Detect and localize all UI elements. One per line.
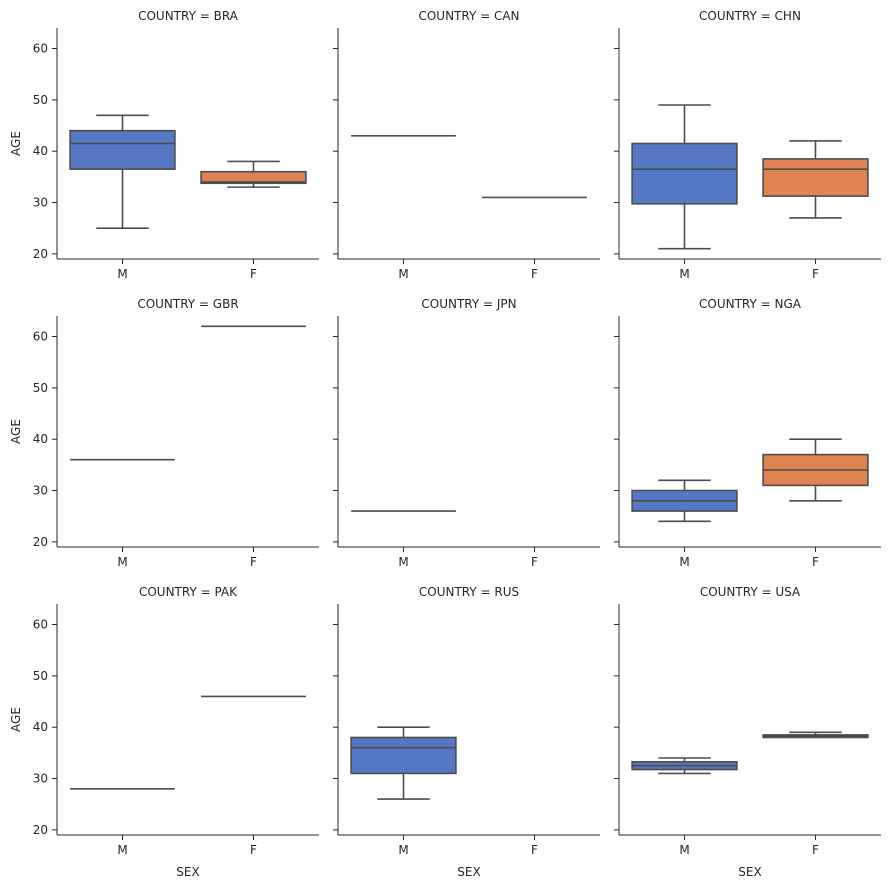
- facet-panel-can: COUNTRY = CAN M F: [333, 9, 600, 281]
- x-tick-label: F: [250, 843, 257, 857]
- y-tick-label: 50: [33, 669, 48, 683]
- x-axis-title: SEX: [176, 865, 199, 879]
- x-axis-title: SEX: [457, 865, 480, 879]
- x-tick-label: F: [531, 843, 538, 857]
- x-tick-label: M: [679, 267, 689, 281]
- y-tick-label: 50: [33, 93, 48, 107]
- x-tick-label: F: [531, 267, 538, 281]
- facet-panel-nga: COUNTRY = NGA M F: [614, 297, 881, 569]
- box-usa-f: [762, 731, 869, 739]
- y-tick-label: 40: [33, 144, 48, 158]
- box-rus-m: [350, 726, 457, 800]
- facet-title: COUNTRY = GBR: [137, 297, 238, 311]
- facet-panel-gbr: COUNTRY = GBR 20 30 40 50 60 M F AGE: [9, 297, 319, 569]
- facet-panel-jpn: COUNTRY = JPN M F: [333, 297, 600, 569]
- y-axis-title: AGE: [9, 419, 23, 444]
- x-tick-label: F: [531, 555, 538, 569]
- y-tick-label: 20: [33, 535, 48, 549]
- facet-panel-rus: COUNTRY = RUS M F SEX: [333, 585, 600, 879]
- y-tick-label: 60: [33, 42, 48, 56]
- y-tick-label: 50: [33, 381, 48, 395]
- x-tick-label: M: [398, 843, 408, 857]
- facet-panel-usa: COUNTRY = USA M F SEX: [614, 585, 881, 879]
- y-tick-label: 60: [33, 330, 48, 344]
- x-tick-label: F: [250, 555, 257, 569]
- box-chn-f: [762, 140, 869, 219]
- x-tick-label: F: [812, 555, 819, 569]
- facet-title: COUNTRY = CAN: [418, 9, 519, 23]
- box-bra-m: [69, 114, 176, 229]
- box-nga-m: [631, 479, 738, 523]
- x-tick-label: F: [812, 267, 819, 281]
- x-tick-label: F: [812, 843, 819, 857]
- facet-title: COUNTRY = RUS: [419, 585, 519, 599]
- x-tick-label: M: [679, 555, 689, 569]
- box-body: [631, 142, 738, 205]
- facet-title: COUNTRY = BRA: [138, 9, 239, 23]
- y-axis-title: AGE: [9, 707, 23, 732]
- x-tick-label: M: [398, 267, 408, 281]
- x-tick-label: M: [679, 843, 689, 857]
- box-usa-m: [631, 757, 738, 775]
- y-tick-label: 30: [33, 772, 48, 786]
- x-tick-label: M: [117, 555, 127, 569]
- x-tick-label: M: [117, 267, 127, 281]
- x-tick-label: M: [398, 555, 408, 569]
- facet-title: COUNTRY = USA: [700, 585, 801, 599]
- box-body: [350, 736, 457, 775]
- y-tick-label: 30: [33, 484, 48, 498]
- box-nga-f: [762, 438, 869, 502]
- facet-title: COUNTRY = PAK: [139, 585, 238, 599]
- facet-panel-bra: COUNTRY = BRA 20 30 40 50 60 M F AGE: [9, 9, 319, 281]
- y-tick-label: 40: [33, 432, 48, 446]
- box-body: [762, 158, 869, 197]
- facet-title: COUNTRY = NGA: [699, 297, 802, 311]
- y-tick-label: 20: [33, 823, 48, 837]
- box-bra-f: [200, 160, 307, 188]
- y-tick-label: 20: [33, 247, 48, 261]
- facet-panel-pak: COUNTRY = PAK 20 30 40 50 60 M F AGE SEX: [9, 585, 319, 879]
- facet-title: COUNTRY = JPN: [421, 297, 516, 311]
- box-chn-m: [631, 104, 738, 250]
- facet-panel-chn: COUNTRY = CHN M F: [614, 9, 881, 281]
- y-tick-label: 60: [33, 618, 48, 632]
- y-tick-label: 30: [33, 196, 48, 210]
- y-tick-label: 40: [33, 720, 48, 734]
- y-axis-title: AGE: [9, 131, 23, 156]
- x-axis-title: SEX: [738, 865, 761, 879]
- x-tick-label: F: [250, 267, 257, 281]
- x-tick-label: M: [117, 843, 127, 857]
- facet-title: COUNTRY = CHN: [699, 9, 801, 23]
- box-body: [69, 129, 176, 170]
